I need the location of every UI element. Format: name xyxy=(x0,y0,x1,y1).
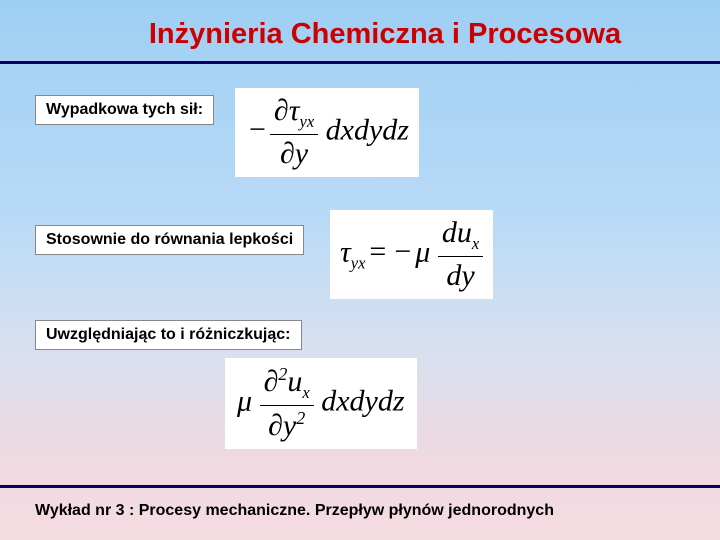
footer-text: Wykład nr 3 : Procesy mechaniczne. Przep… xyxy=(35,502,554,520)
equation-3: μ ∂2ux∂y2 dxdydz xyxy=(225,358,417,449)
equation-2: τyx=−μ duxdy xyxy=(330,210,493,299)
label-differentiating: Uwzględniając to i różniczkując: xyxy=(35,320,302,350)
title-divider xyxy=(0,61,720,64)
label-resultant-forces: Wypadkowa tych sił: xyxy=(35,95,214,125)
label-viscosity-eq: Stosownie do równania lepkości xyxy=(35,225,304,255)
equation-1: −∂τyx∂y dxdydz xyxy=(235,88,419,177)
slide-title: Inżynieria Chemiczna i Procesowa xyxy=(0,0,720,51)
footer-divider xyxy=(0,485,720,488)
